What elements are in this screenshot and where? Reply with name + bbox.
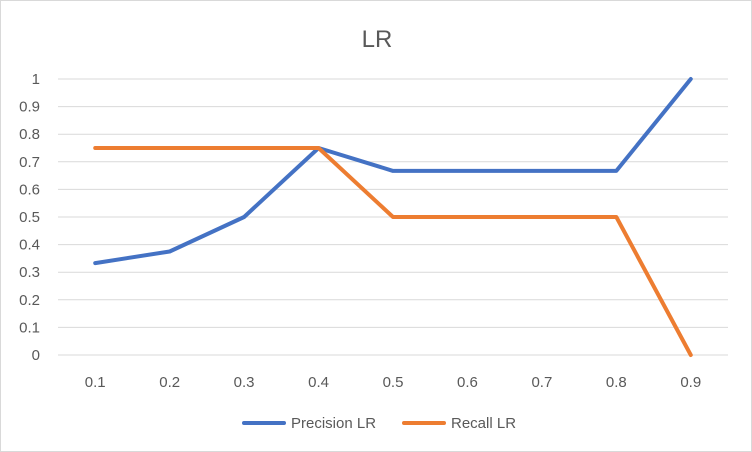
y-tick-label: 0.8: [19, 126, 40, 143]
x-tick-label: 0.7: [531, 374, 552, 391]
x-tick-label: 0.3: [234, 374, 255, 391]
y-axis-ticks: 0 0.1 0.2 0.3 0.4 0.5 0.6 0.7 0.8 0.9 1: [19, 71, 40, 364]
x-tick-label: 0.4: [308, 374, 329, 391]
y-tick-label: 0.2: [19, 292, 40, 309]
y-tick-label: 0.4: [19, 237, 40, 254]
x-tick-label: 0.5: [383, 374, 404, 391]
y-tick-label: 0: [32, 347, 40, 364]
series-line-precision: [93, 77, 693, 266]
legend-label: Recall LR: [451, 415, 516, 432]
legend-label: Precision LR: [291, 415, 376, 432]
y-tick-label: 0.3: [19, 264, 40, 281]
y-tick-label: 0.5: [19, 209, 40, 226]
y-tick-label: 0.9: [19, 99, 40, 116]
x-axis-ticks: 0.1 0.2 0.3 0.4 0.5 0.6 0.7 0.8 0.9: [85, 374, 701, 391]
y-tick-label: 0.6: [19, 181, 40, 198]
y-tick-label: 0.1: [19, 319, 40, 336]
x-tick-label: 0.9: [680, 374, 701, 391]
y-tick-label: 1: [32, 71, 40, 88]
series-line-recall: [93, 146, 693, 357]
x-tick-label: 0.2: [159, 374, 180, 391]
x-tick-label: 0.8: [606, 374, 627, 391]
x-tick-label: 0.6: [457, 374, 478, 391]
chart-title: LR: [362, 26, 393, 53]
y-tick-label: 0.7: [19, 154, 40, 171]
legend: Precision LR Recall LR: [242, 415, 516, 432]
x-tick-label: 0.1: [85, 374, 106, 391]
series-lines: [93, 77, 693, 357]
